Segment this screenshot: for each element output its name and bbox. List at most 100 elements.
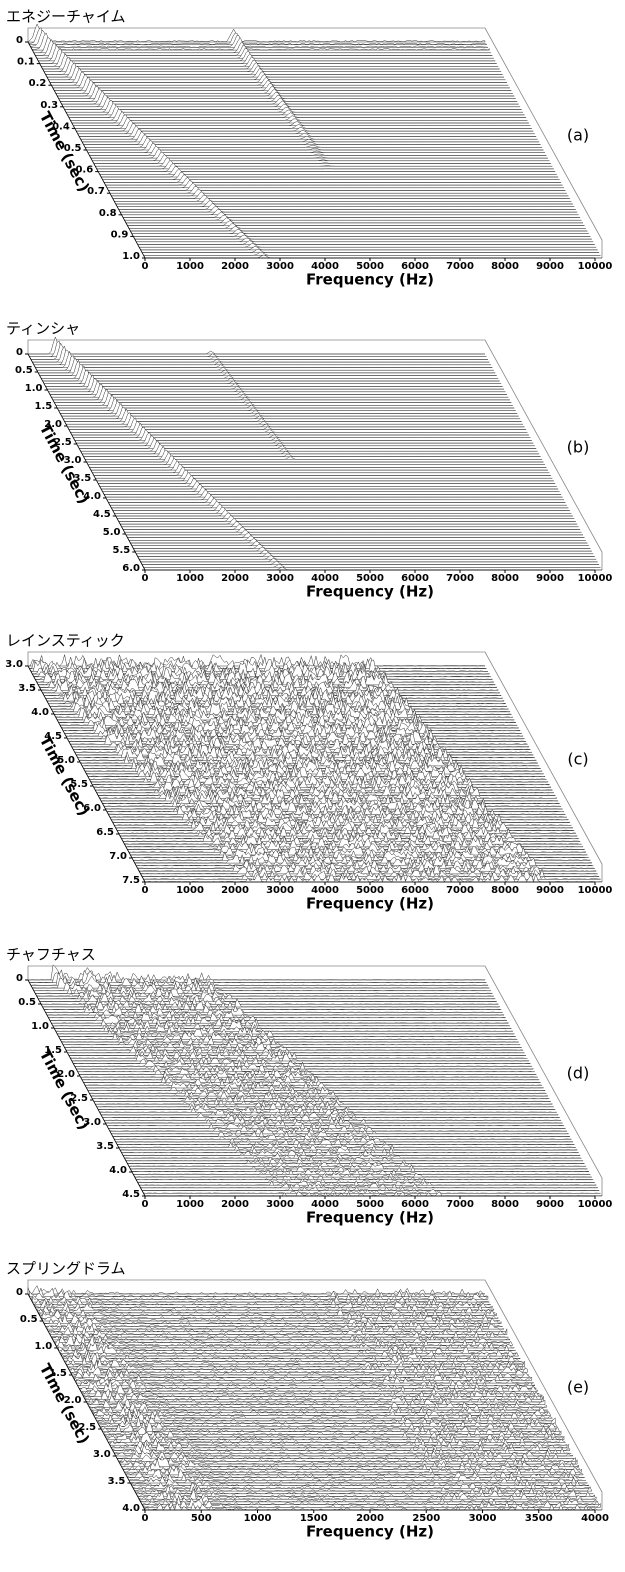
spectrum-trace xyxy=(139,243,597,248)
spectrum-trace xyxy=(123,523,581,530)
spectrum-trace xyxy=(64,1352,522,1362)
spectrum-trace xyxy=(102,171,560,180)
y-tick-label: 3.5 xyxy=(74,473,92,484)
x-tick-label: 5000 xyxy=(356,261,384,272)
spectrum-trace xyxy=(98,162,556,172)
x-tick-label: 4000 xyxy=(581,1513,609,1524)
spectrum-trace xyxy=(82,131,540,143)
x-tick-label: 7000 xyxy=(446,261,474,272)
spectrum-trace xyxy=(127,532,585,538)
spectrum-trace xyxy=(134,1482,593,1492)
spectrum-trace xyxy=(114,1443,572,1454)
spectrum-trace xyxy=(44,369,502,384)
spectrum-trace xyxy=(29,1287,487,1298)
x-tick-label: 8000 xyxy=(491,1199,519,1210)
spectrum-trace xyxy=(49,1325,508,1335)
spectrum-trace xyxy=(109,1125,568,1132)
spectrum-trace xyxy=(45,59,503,75)
spectrum-trace xyxy=(137,859,595,870)
spectrum-trace xyxy=(30,342,488,360)
spectrum-trace xyxy=(51,383,509,398)
x-tick-label: 1000 xyxy=(176,573,204,584)
spectrum-trace xyxy=(123,831,581,843)
spectrum-trace xyxy=(121,521,579,528)
spectrum-trace xyxy=(86,763,544,775)
spectrum-trace xyxy=(138,1487,597,1500)
spectrum-trace xyxy=(68,1359,527,1371)
spectrum-trace xyxy=(144,1501,603,1511)
spectrum-trace xyxy=(68,730,527,743)
x-tick-label: 500 xyxy=(191,1513,212,1524)
spectrum-trace xyxy=(80,1379,538,1392)
spectrum-trace xyxy=(37,989,496,1000)
spectrum-trace xyxy=(87,1084,546,1092)
y-tick-label: 4.5 xyxy=(93,509,111,520)
spectrum-trace xyxy=(123,211,581,218)
spectrum-trace xyxy=(84,1390,543,1400)
spectrum-trace xyxy=(40,995,499,1005)
spectrum-trace xyxy=(58,85,516,99)
spectrum-trace xyxy=(137,552,595,557)
x-axis-label: Frequency (Hz) xyxy=(306,895,434,913)
spectrum-trace xyxy=(28,336,485,355)
x-tick-label: 2000 xyxy=(221,261,249,272)
spectrum-trace xyxy=(143,252,601,256)
spectrum-trace xyxy=(60,87,518,102)
spectrum-trace xyxy=(122,1149,581,1156)
x-tick-label: 1500 xyxy=(300,1513,328,1524)
spectrum-trace xyxy=(108,1122,566,1129)
spectrum-trace xyxy=(46,1007,505,1016)
spectrum-trace xyxy=(27,1285,486,1295)
y-tick-label: 2.0 xyxy=(44,419,62,430)
spectrum-trace xyxy=(65,1042,524,1051)
y-tick-label: 1.5 xyxy=(49,1368,67,1379)
x-tick-label: 9000 xyxy=(536,261,564,272)
spectrum-trace xyxy=(128,1161,587,1167)
spectrum-trace xyxy=(73,1369,531,1379)
waterfall-chart: チャフチャス (d) 0 1000 2000 3000 4000 5000 6000 7000 80… xyxy=(6,946,612,1227)
y-tick-label: 1.5 xyxy=(44,1045,62,1056)
y-tick-label: 0.5 xyxy=(15,365,33,376)
x-tick-label: 0 xyxy=(142,1199,149,1210)
x-tick-label: 0 xyxy=(142,573,149,584)
y-tick-label: 0 xyxy=(16,35,23,46)
spectrum-trace xyxy=(48,1009,506,1019)
spectrum-trace xyxy=(39,47,497,64)
spectrum-trace xyxy=(98,474,556,484)
y-tick-label: 1.0 xyxy=(25,383,43,394)
spectrum-trace xyxy=(42,53,500,70)
spectrum-trace xyxy=(29,340,487,357)
spectrum-trace xyxy=(87,1398,546,1406)
spectrum-trace xyxy=(128,1472,587,1481)
spectrum-trace xyxy=(125,1155,584,1162)
spectrum-trace xyxy=(35,38,493,56)
spectrum-trace xyxy=(76,119,534,132)
spectrum-trace xyxy=(108,182,566,191)
spectrum-trace xyxy=(92,463,550,474)
spectrum-trace xyxy=(74,1058,533,1067)
spectrum-trace xyxy=(105,489,563,498)
spectrum-trace xyxy=(133,231,591,237)
spectrum-trace xyxy=(127,1468,585,1479)
spectrum-trace xyxy=(77,1064,536,1073)
y-tick-label: 6.0 xyxy=(122,563,140,574)
spectrum-trace xyxy=(111,188,569,197)
spectrum-trace xyxy=(44,57,502,72)
spectrum-trace xyxy=(103,1426,562,1435)
spectrum-trace xyxy=(103,1113,562,1121)
spectrum-trace xyxy=(143,564,601,568)
spectrum-trace xyxy=(111,500,569,509)
spectrum-trace xyxy=(36,355,494,371)
spectrum-trace xyxy=(52,1332,511,1341)
spectrum-trace xyxy=(140,1183,598,1189)
y-tick-label: 1.0 xyxy=(31,1021,49,1032)
y-tick-label: 4.5 xyxy=(44,731,62,742)
x-axis-label: Frequency (Hz) xyxy=(306,583,434,601)
spectrum-trace xyxy=(86,1080,544,1089)
spectrum-trace xyxy=(90,460,548,471)
spectrum-trace xyxy=(32,32,490,51)
x-axis-label: Frequency (Hz) xyxy=(306,1523,434,1541)
spectrum-trace xyxy=(131,848,589,859)
spectrum-trace xyxy=(136,237,594,243)
spectrum-trace xyxy=(144,1191,603,1197)
